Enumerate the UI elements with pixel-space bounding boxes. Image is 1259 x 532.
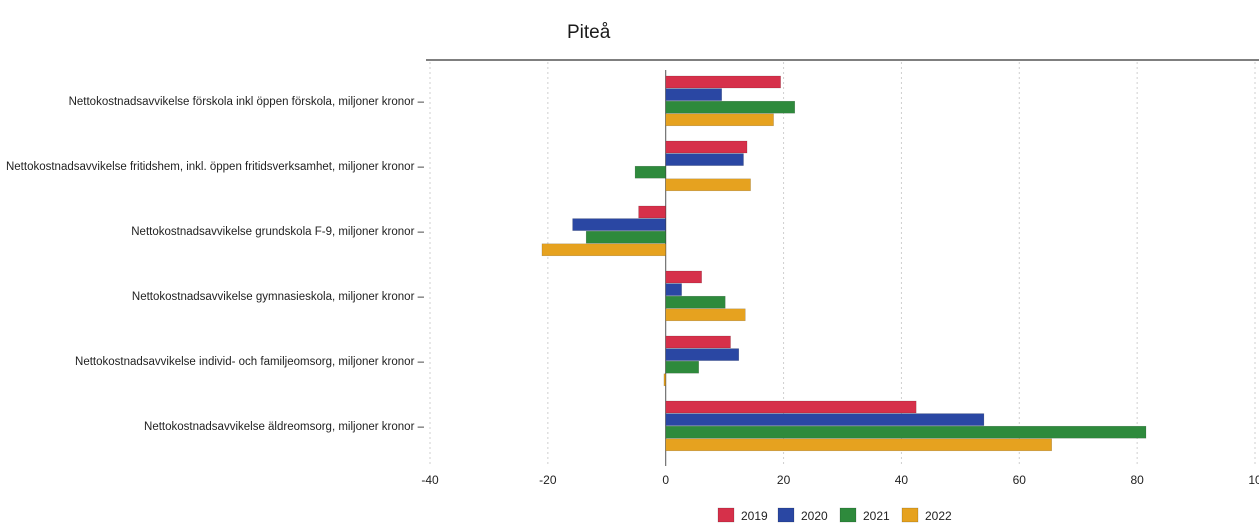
legend-item: 2020: [777, 507, 828, 523]
x-tick-label: -20: [539, 473, 557, 487]
x-axis: -40 -20 0 20 40 60 80 10: [421, 473, 1259, 487]
bar-group: [665, 75, 796, 127]
x-tick-label: 20: [777, 473, 791, 487]
bar-2020: [665, 153, 744, 166]
bar-2021: [665, 100, 796, 114]
bar-2020: [665, 413, 985, 426]
legend-swatch: [717, 507, 735, 523]
legend-label: 2021: [863, 509, 890, 523]
category-label: Nettokostnadsavvikelse fritidshem, inkl.…: [6, 161, 425, 173]
x-tick-label: -40: [421, 473, 439, 487]
bar-2022: [665, 178, 751, 192]
x-tick-label: 80: [1130, 473, 1144, 487]
x-tick-label: 60: [1013, 473, 1027, 487]
bar-2019: [665, 400, 917, 414]
bar-group: [665, 270, 746, 322]
bar-2019: [665, 270, 702, 284]
bar-2021: [585, 230, 666, 244]
x-tick-label: 40: [895, 473, 909, 487]
grid-layer: [429, 62, 1256, 466]
bar-2021: [634, 165, 666, 179]
category-label: Nettokostnadsavvikelse äldreomsorg, milj…: [144, 421, 425, 433]
chart-title: Piteå: [567, 22, 611, 43]
bar-2019: [665, 335, 731, 349]
bar-2022: [665, 308, 746, 322]
bar-group: [541, 205, 666, 257]
legend-swatch: [839, 507, 857, 523]
x-tick-label: 0: [662, 473, 669, 487]
category-label: Nettokostnadsavvikelse gymnasieskola, mi…: [132, 291, 425, 303]
bar-2019: [638, 205, 666, 219]
bars-layer: [541, 75, 1147, 452]
bar-2020: [665, 283, 682, 296]
x-tick-label: 10: [1248, 473, 1259, 487]
bar-2021: [665, 425, 1147, 439]
legend-item: 2022: [901, 507, 952, 523]
bar-group: [665, 400, 1147, 452]
legend-item: 2019: [717, 507, 768, 523]
category-labels: Nettokostnadsavvikelse förskola inkl öpp…: [6, 96, 425, 433]
bar-2022: [665, 438, 1052, 452]
bar-2022: [665, 113, 774, 127]
bar-2020: [665, 88, 722, 101]
bar-group: [663, 335, 740, 387]
bar-group: [634, 140, 751, 192]
legend-label: 2020: [801, 509, 828, 523]
bar-2021: [665, 295, 726, 309]
bar-2020: [665, 348, 740, 361]
legend-item: 2021: [839, 507, 890, 523]
legend-label: 2019: [741, 509, 768, 523]
bar-2019: [665, 140, 748, 154]
legend-swatch: [777, 507, 795, 523]
legend: 2019 2020 2021 2022: [717, 507, 952, 523]
bar-2021: [665, 360, 699, 374]
category-label: Nettokostnadsavvikelse förskola inkl öpp…: [69, 96, 425, 108]
bar-2022: [663, 373, 666, 387]
category-label: Nettokostnadsavvikelse individ- och fami…: [75, 356, 425, 368]
bar-2020: [572, 218, 666, 231]
legend-label: 2022: [925, 509, 952, 523]
bar-2022: [541, 243, 666, 257]
bar-2019: [665, 75, 781, 89]
category-label: Nettokostnadsavvikelse grundskola F-9, m…: [131, 226, 424, 238]
legend-swatch: [901, 507, 919, 523]
